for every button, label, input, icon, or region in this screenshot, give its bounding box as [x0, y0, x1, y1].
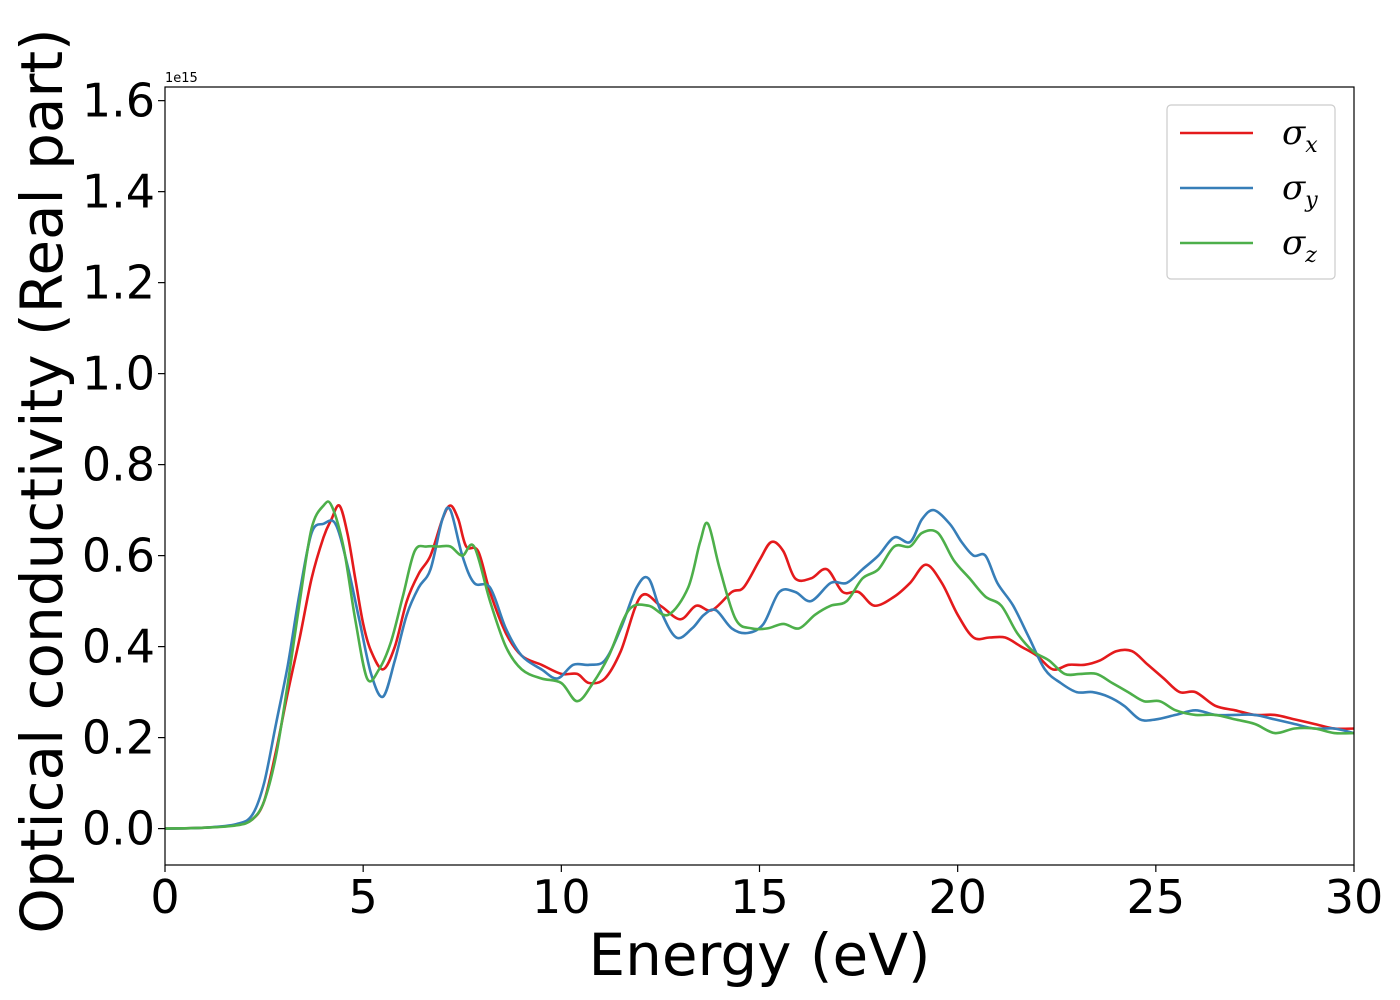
x-tick-label: 30: [1325, 870, 1384, 924]
x-tick-label: 15: [730, 870, 789, 924]
series-layer: [164, 500, 1355, 830]
x-tick-label: 20: [928, 870, 987, 924]
x-tick-label: 10: [532, 870, 591, 924]
legend-label-sigma-x: σx: [1282, 113, 1318, 158]
legend-label-sigma-y: σy: [1282, 168, 1318, 213]
y-axis: 0.0 0.2 0.4 0.6 0.8 1.0 1.2 1.4 1.6: [82, 74, 165, 856]
y-axis-label: Optical conductivity (Real part): [8, 28, 76, 933]
y-tick-label: 0.4: [82, 620, 155, 674]
x-axis-label: Energy (eV): [588, 921, 930, 989]
x-tick-label: 5: [349, 870, 378, 924]
y-tick-label: 1.4: [82, 165, 155, 219]
legend: σx σy σz: [1166, 104, 1336, 280]
y-tick-label: 0.0: [82, 802, 155, 856]
x-axis: 0 5 10 15 20 25 30: [150, 865, 1383, 924]
y-tick-label: 0.8: [82, 438, 155, 492]
y-tick-label: 0.2: [82, 711, 155, 765]
series-line-sigma-z: [164, 500, 1355, 830]
legend-label-sigma-z: σz: [1282, 223, 1317, 268]
y-tick-label: 1.6: [82, 74, 155, 128]
y-tick-label: 1.0: [82, 347, 155, 401]
series-line-sigma-y: [164, 506, 1355, 830]
y-tick-label: 1.2: [82, 256, 155, 310]
x-tick-label: 0: [150, 870, 179, 924]
x-tick-label: 25: [1127, 870, 1186, 924]
legend-box: [1166, 104, 1336, 280]
y-axis-offset-text: 1e15: [165, 71, 198, 86]
y-tick-label: 0.6: [82, 529, 155, 583]
